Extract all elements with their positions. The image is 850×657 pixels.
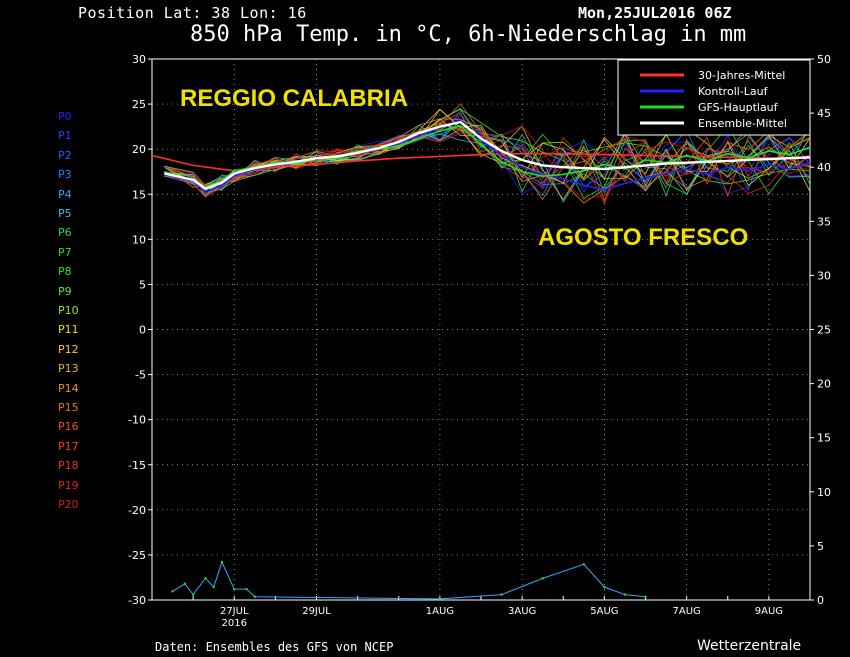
y-right-tick-label: 40 (817, 161, 831, 174)
y-right-tick-label: 15 (817, 432, 831, 445)
y-right-tick-label: 20 (817, 378, 831, 391)
legend: 30-Jahres-Mittel Kontroll-Lauf GFS-Hauptla… (617, 59, 811, 136)
y-left-tick-label: -5 (135, 369, 146, 382)
y-right-tick-label: 5 (817, 540, 824, 553)
member-trace-9 (164, 108, 811, 193)
x-tick-label: 3AUG (508, 606, 536, 617)
legend-label: Kontroll-Lauf (698, 85, 769, 98)
y-left-tick-label: -20 (128, 504, 146, 517)
y-left-tick-label: 5 (139, 278, 146, 291)
member-label-p2: P2 (58, 148, 72, 162)
precipitation-point (603, 585, 606, 589)
y-left-tick-label: -30 (128, 594, 146, 607)
member-label-p20: P20 (58, 498, 79, 511)
member-label-p15: P15 (58, 401, 79, 414)
precipitation-point (245, 587, 248, 591)
precipitation-point (212, 585, 215, 589)
y-left-tick-label: 30 (132, 53, 146, 66)
member-label-p9: P9 (58, 284, 72, 298)
member-label-p6: P6 (58, 226, 72, 240)
legend-label: Ensemble-Mittel (698, 117, 787, 130)
y-right-tick-label: 45 (817, 107, 831, 120)
member-label-p1: P1 (58, 129, 72, 143)
y-left-tick-label: 20 (132, 143, 146, 156)
y-right-tick-label: 25 (817, 324, 831, 337)
series-layer (151, 103, 811, 601)
precipitation-point (233, 587, 236, 591)
city-annotation: REGGIO CALABRIA (180, 85, 408, 112)
member-label-p11: P11 (58, 323, 79, 337)
member-label-p0: P0 (58, 110, 72, 123)
precipitation-point (582, 563, 586, 566)
y-right-tick-label: 0 (817, 594, 824, 607)
precipitation-trace (172, 560, 646, 600)
y-left-tick-label: -10 (128, 414, 146, 427)
y-right-tick-label: 50 (817, 53, 831, 66)
run-date-label: Mon,25JUL2016 06Z (578, 4, 732, 22)
precipitation-point (204, 577, 207, 580)
y-right-tick-label: 10 (817, 486, 831, 499)
member-label-p17: P17 (58, 439, 79, 453)
precipitation-point (541, 577, 544, 580)
series-ensemble-mittel (164, 120, 811, 191)
data-source-label: Daten: Ensembles des GFS von NCEP (155, 640, 394, 654)
x-tick-label: 1AUG (426, 606, 454, 617)
y-left-tick-label: 10 (132, 233, 146, 246)
member-label-p4: P4 (58, 187, 72, 201)
member-label-p14: P14 (58, 381, 79, 395)
member-label-p3: P3 (58, 168, 72, 182)
member-label-p12: P12 (58, 342, 79, 356)
position-label: Position Lat: 38 Lon: 16 (78, 4, 307, 22)
chart-title: 850 hPa Temp. in °C, 6h-Niederschlag in … (190, 22, 747, 47)
member-label-p13: P13 (58, 362, 79, 376)
y-right-tick-label: 35 (817, 215, 831, 228)
precipitation-point (623, 593, 627, 596)
precipitation-point (644, 595, 647, 598)
member-trace-20 (164, 125, 811, 200)
axis-layer: 302520151050-5-10-15-20-25-3050454035302… (128, 53, 831, 629)
legend-label: GFS-Hauptlauf (698, 101, 779, 114)
member-label-p8: P8 (58, 265, 72, 279)
precipitation-point (183, 582, 187, 585)
x-tick-label: 9AUG (755, 606, 783, 617)
x-year-label: 2016 (222, 618, 247, 629)
member-label-p18: P18 (58, 459, 79, 473)
precipitation-point (171, 590, 174, 593)
precipitation-point (253, 595, 257, 598)
comment-annotation: AGOSTO FRESCO (538, 224, 748, 251)
member-label-p5: P5 (58, 207, 72, 220)
member-label-p10: P10 (58, 304, 79, 317)
y-right-tick-label: 30 (817, 269, 831, 282)
brand-label: Wetterzentrale (697, 638, 802, 654)
y-left-tick-label: 15 (132, 188, 146, 201)
precipitation-point (438, 597, 442, 601)
y-left-tick-label: -15 (128, 459, 146, 472)
x-tick-label: 5AUG (590, 606, 618, 617)
member-label-p7: P7 (58, 245, 72, 259)
x-tick-label: 27JUL (220, 606, 249, 617)
member-trace-14 (164, 118, 811, 204)
x-tick-label: 29JUL (302, 606, 331, 617)
y-left-tick-label: 0 (139, 324, 146, 337)
precipitation-point (220, 560, 224, 564)
member-label-p16: P16 (58, 420, 79, 434)
precipitation-point (191, 593, 195, 596)
member-label-p19: P19 (58, 478, 79, 492)
legend-label: 30-Jahres-Mittel (698, 69, 785, 82)
y-left-tick-label: -25 (128, 549, 146, 562)
x-tick-label: 7AUG (672, 606, 700, 617)
y-left-tick-label: 25 (132, 98, 146, 111)
precipitation-point (500, 593, 503, 596)
